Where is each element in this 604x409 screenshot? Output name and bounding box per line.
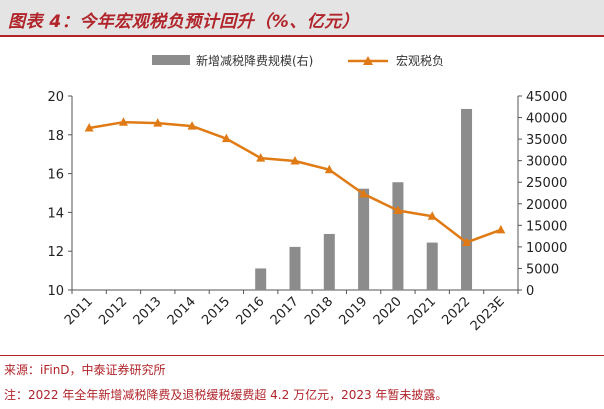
y-left-tick-label: 18 — [47, 129, 64, 144]
y-right-tick-label: 20000 — [526, 198, 567, 213]
bar-reduction-2018 — [324, 234, 335, 290]
y-left-tick-label: 12 — [47, 245, 64, 260]
bar-reduction-2022 — [461, 109, 472, 290]
x-tick-label: 2013 — [131, 294, 165, 328]
x-tick-label: 2018 — [302, 294, 336, 328]
y-right-tick-label: 30000 — [526, 155, 567, 170]
y-right-tick-label: 25000 — [526, 176, 567, 191]
chart: 新增减税降费规模(右) 宏观税负 10121416182005000100001… — [0, 37, 604, 355]
line-macro-tax-burden — [89, 122, 501, 242]
y-right-tick-label: 35000 — [526, 133, 567, 148]
legend-line-label: 宏观税负 — [396, 53, 444, 68]
x-tick-label: 2011 — [62, 294, 96, 328]
bar-reduction-2019 — [358, 189, 369, 290]
y-left-tick-label: 10 — [47, 284, 64, 299]
y-right-tick-label: 10000 — [526, 241, 567, 256]
y-right-tick-label: 40000 — [526, 112, 567, 127]
legend: 新增减税降费规模(右) 宏观税负 — [152, 53, 444, 68]
x-tick-label: 2014 — [165, 294, 199, 328]
line-layer — [85, 117, 506, 246]
bar-reduction-2016 — [255, 268, 266, 290]
note-text: 注：2022 年全年新增减税降费及退税缓税缓费超 4.2 万亿元，2023 年暂… — [4, 386, 447, 403]
x-tick-label: 2015 — [199, 294, 233, 328]
chart-title: 图表 4：今年宏观税负预计回升（%、亿元） — [8, 7, 359, 32]
x-tick-label: 2017 — [268, 294, 302, 328]
point-tax-burden-2023E — [496, 225, 505, 234]
legend-bar-swatch — [152, 55, 190, 65]
x-tick-label: 2021 — [405, 294, 439, 328]
y-left-tick-label: 14 — [47, 206, 64, 221]
bar-reduction-2021 — [427, 243, 438, 290]
footer-rule — [0, 355, 604, 356]
x-tick-label: 2023E — [468, 294, 508, 334]
y-right-tick-label: 5000 — [526, 262, 559, 277]
title-bar: 图表 4：今年宏观税负预计回升（%、亿元） — [0, 0, 604, 37]
x-tick-label: 2016 — [234, 294, 268, 328]
source-text: 来源：iFinD，中泰证券研究所 — [4, 361, 166, 378]
y-right-tick-label: 15000 — [526, 219, 567, 234]
y-right-tick-label: 45000 — [526, 90, 567, 105]
bar-reduction-2017 — [290, 247, 301, 290]
x-tick-label: 2012 — [96, 294, 130, 328]
y-right-tick-label: 0 — [526, 284, 534, 299]
legend-bar-label: 新增减税降费规模(右) — [196, 53, 313, 68]
x-tick-label: 2019 — [336, 294, 370, 328]
axes: 10 12 14 16 18 20 0 5000 10000 15000 20000 25000 300… — [47, 90, 567, 334]
y-left-tick-label: 20 — [47, 90, 64, 105]
x-tick-label: 2020 — [371, 294, 405, 328]
bar-reduction-2020 — [392, 182, 403, 290]
y-left-tick-label: 16 — [47, 168, 64, 183]
bars — [255, 109, 472, 290]
